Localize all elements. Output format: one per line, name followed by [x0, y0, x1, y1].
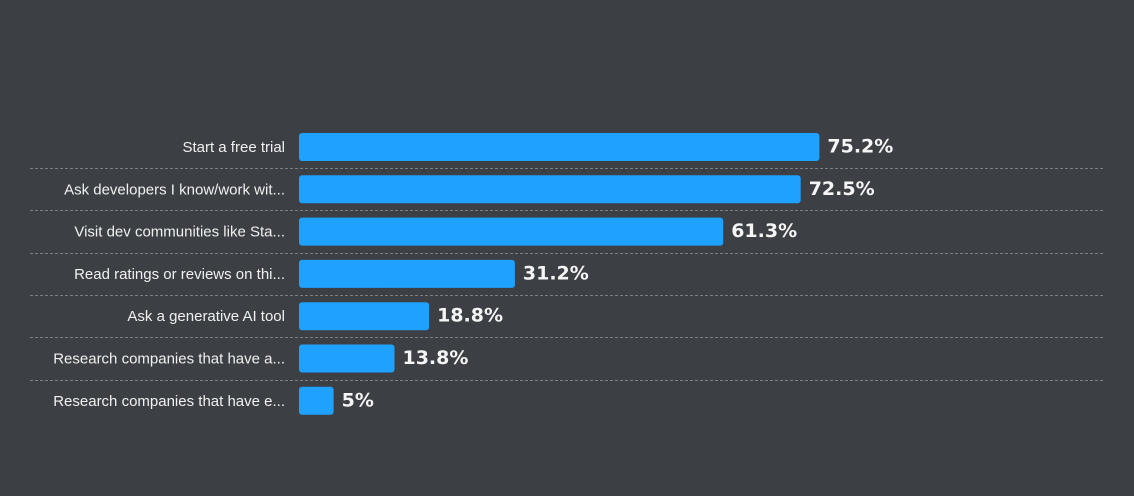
category-label-1: Start a free trial: [182, 139, 285, 156]
bar-1[interactable]: [299, 133, 820, 161]
bar-4[interactable]: [299, 259, 515, 288]
category-label-5: Ask a generative AI tool: [127, 308, 285, 325]
value-label-4: 31.2%: [523, 262, 589, 284]
value-label-3: 61.3%: [731, 220, 797, 242]
category-label-7: Research companies that have e...: [53, 393, 285, 410]
value-label-2: 72.5%: [809, 178, 875, 200]
category-label-4: Read ratings or reviews on thi...: [74, 266, 285, 283]
bar-3[interactable]: [299, 217, 724, 246]
value-label-5: 18.8%: [437, 305, 503, 327]
bars-group: [299, 133, 820, 415]
bar-7[interactable]: [299, 386, 334, 415]
value-label-6: 13.8%: [402, 347, 468, 369]
category-labels: Start a free trial Ask developers I know/…: [53, 139, 285, 410]
row-separators: [30, 168, 1103, 381]
value-label-1: 75.2%: [827, 136, 893, 158]
value-label-7: 5%: [342, 389, 374, 411]
category-label-6: Research companies that have a...: [53, 350, 285, 367]
bar-6[interactable]: [299, 344, 395, 373]
category-label-2: Ask developers I know/work wit...: [64, 181, 285, 198]
value-labels: 75.2% 72.5% 61.3% 31.2% 18.8% 13.8% 5%: [342, 136, 894, 412]
category-label-3: Visit dev communities like Sta...: [74, 224, 285, 241]
bar-5[interactable]: [299, 302, 430, 331]
bar-2[interactable]: [299, 175, 801, 204]
